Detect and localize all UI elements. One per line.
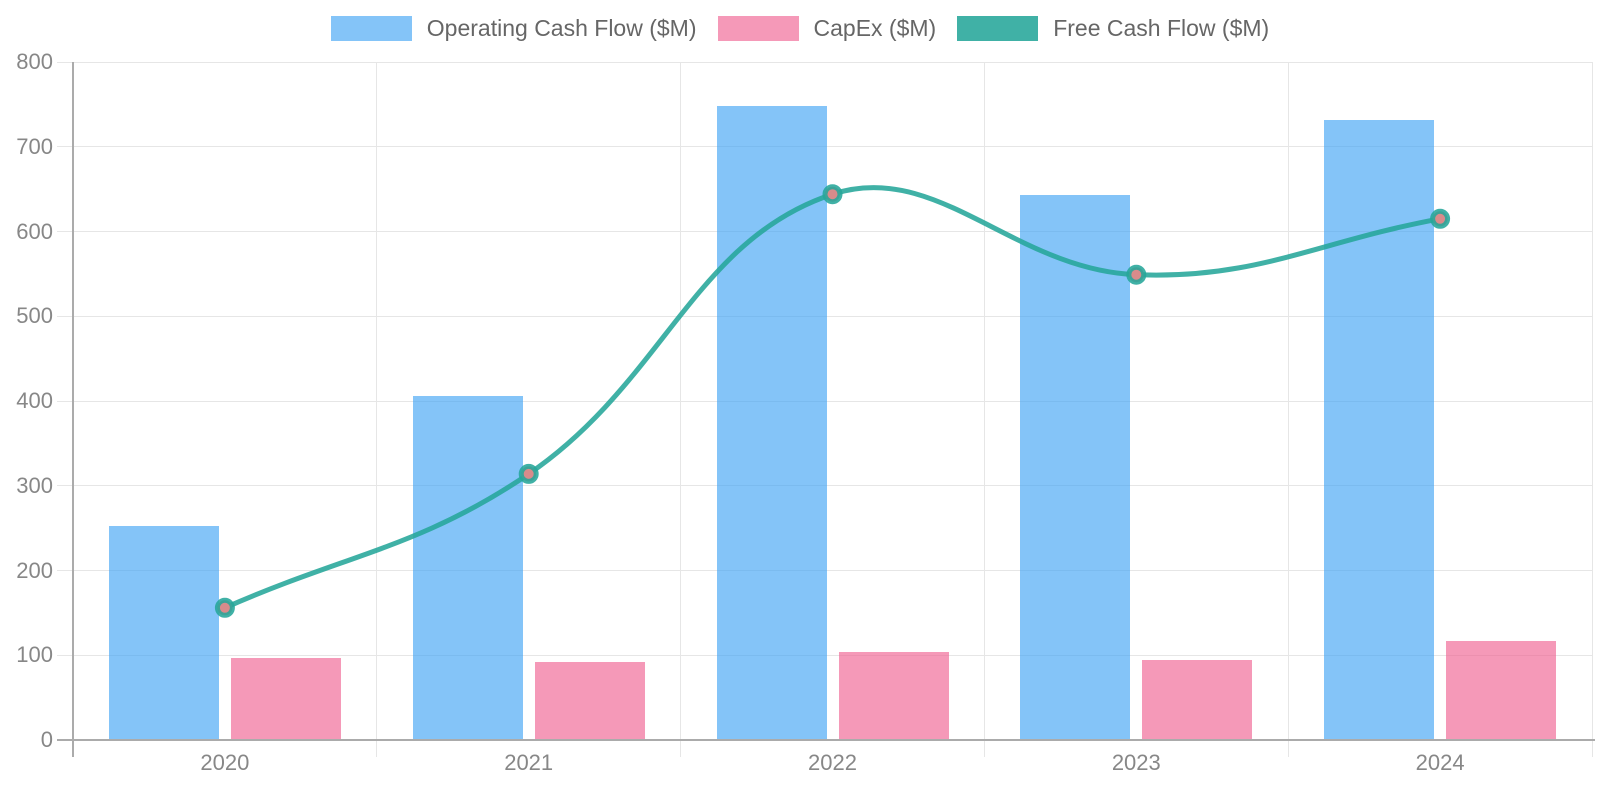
y-axis-tick-700 bbox=[57, 146, 73, 148]
legend-item-free-cash-flow-m[interactable]: Free Cash Flow ($M) bbox=[957, 15, 1269, 42]
fcf-point-2020[interactable] bbox=[214, 597, 235, 618]
y-axis-tick-800 bbox=[57, 61, 73, 63]
y-axis-label-500: 500 bbox=[16, 303, 53, 329]
bar-capex-m-2024[interactable] bbox=[1446, 640, 1557, 740]
gridline-x-3 bbox=[983, 62, 985, 740]
x-axis-label-2021: 2021 bbox=[504, 750, 554, 775]
legend-label-capex-m: CapEx ($M) bbox=[813, 14, 937, 41]
legend-label-free-cash-flow-m: Free Cash Flow ($M) bbox=[1053, 14, 1270, 41]
y-axis-line bbox=[72, 62, 74, 757]
y-axis-tick-100 bbox=[57, 654, 73, 656]
y-axis-tick-300 bbox=[57, 485, 73, 487]
x-axis-label-2024: 2024 bbox=[1415, 750, 1465, 775]
bar-operating-cash-flow-m-2021[interactable] bbox=[412, 395, 523, 740]
y-axis-label-100: 100 bbox=[16, 642, 53, 668]
fcf-point-2021[interactable] bbox=[518, 463, 539, 484]
legend-swatch-free-cash-flow-m bbox=[957, 15, 1039, 41]
gridline-x-1 bbox=[376, 62, 378, 740]
x-axis-label-2022: 2022 bbox=[808, 750, 857, 775]
legend-item-operating-cash-flow-m[interactable]: Operating Cash Flow ($M) bbox=[330, 14, 697, 42]
bar-operating-cash-flow-m-2020[interactable] bbox=[108, 525, 219, 740]
y-axis-label-0: 0 bbox=[40, 727, 53, 752]
x-axis-tick-4 bbox=[1287, 740, 1289, 757]
bar-operating-cash-flow-m-2022[interactable] bbox=[716, 106, 827, 740]
x-axis-tick-3 bbox=[983, 740, 985, 757]
y-axis-label-400: 400 bbox=[16, 388, 53, 413]
y-axis-tick-400 bbox=[57, 400, 73, 402]
legend-swatch-operating-cash-flow-m bbox=[330, 15, 412, 41]
x-axis-tick-2 bbox=[680, 740, 682, 757]
fcf-point-2024[interactable] bbox=[1430, 208, 1451, 229]
x-axis-tick-5 bbox=[1591, 740, 1593, 757]
gridline-x-2 bbox=[680, 62, 682, 740]
y-axis-label-600: 600 bbox=[16, 218, 53, 244]
bar-operating-cash-flow-m-2023[interactable] bbox=[1020, 195, 1131, 740]
bar-capex-m-2020[interactable] bbox=[230, 657, 341, 740]
y-axis-tick-200 bbox=[57, 570, 73, 571]
y-axis-tick-600 bbox=[57, 231, 73, 232]
legend-swatch-capex-m bbox=[717, 15, 799, 41]
fcf-point-2023[interactable] bbox=[1126, 264, 1147, 285]
y-axis-label-300: 300 bbox=[16, 472, 53, 498]
fcf-line bbox=[222, 185, 1443, 611]
bar-capex-m-2022[interactable] bbox=[838, 651, 949, 740]
gridline-x-4 bbox=[1287, 62, 1289, 740]
x-axis-label-2020: 2020 bbox=[200, 750, 250, 775]
bar-capex-m-2023[interactable] bbox=[1142, 660, 1253, 740]
bar-capex-m-2021[interactable] bbox=[534, 662, 645, 740]
y-axis-tick-500 bbox=[57, 315, 73, 317]
y-axis-label-200: 200 bbox=[16, 557, 53, 583]
x-axis-label-2023: 2023 bbox=[1111, 750, 1161, 775]
fcf-point-2022[interactable] bbox=[822, 184, 843, 205]
bar-operating-cash-flow-m-2024[interactable] bbox=[1324, 119, 1435, 740]
gridline-y-800 bbox=[73, 61, 1592, 63]
x-axis-tick-1 bbox=[376, 740, 378, 757]
legend-item-capex-m[interactable]: CapEx ($M) bbox=[717, 14, 937, 42]
y-axis-label-800: 800 bbox=[16, 49, 53, 74]
gridline-y-100 bbox=[73, 654, 1592, 656]
chart-legend: Operating Cash Flow ($M) CapEx ($M) Free C… bbox=[0, 13, 1600, 43]
y-axis-label-700: 700 bbox=[16, 133, 53, 159]
gridline-y-700 bbox=[73, 146, 1592, 148]
legend-label-operating-cash-flow-m: Operating Cash Flow ($M) bbox=[426, 14, 697, 41]
x-axis-line bbox=[57, 739, 1595, 741]
gridline-x-5 bbox=[1591, 62, 1593, 740]
